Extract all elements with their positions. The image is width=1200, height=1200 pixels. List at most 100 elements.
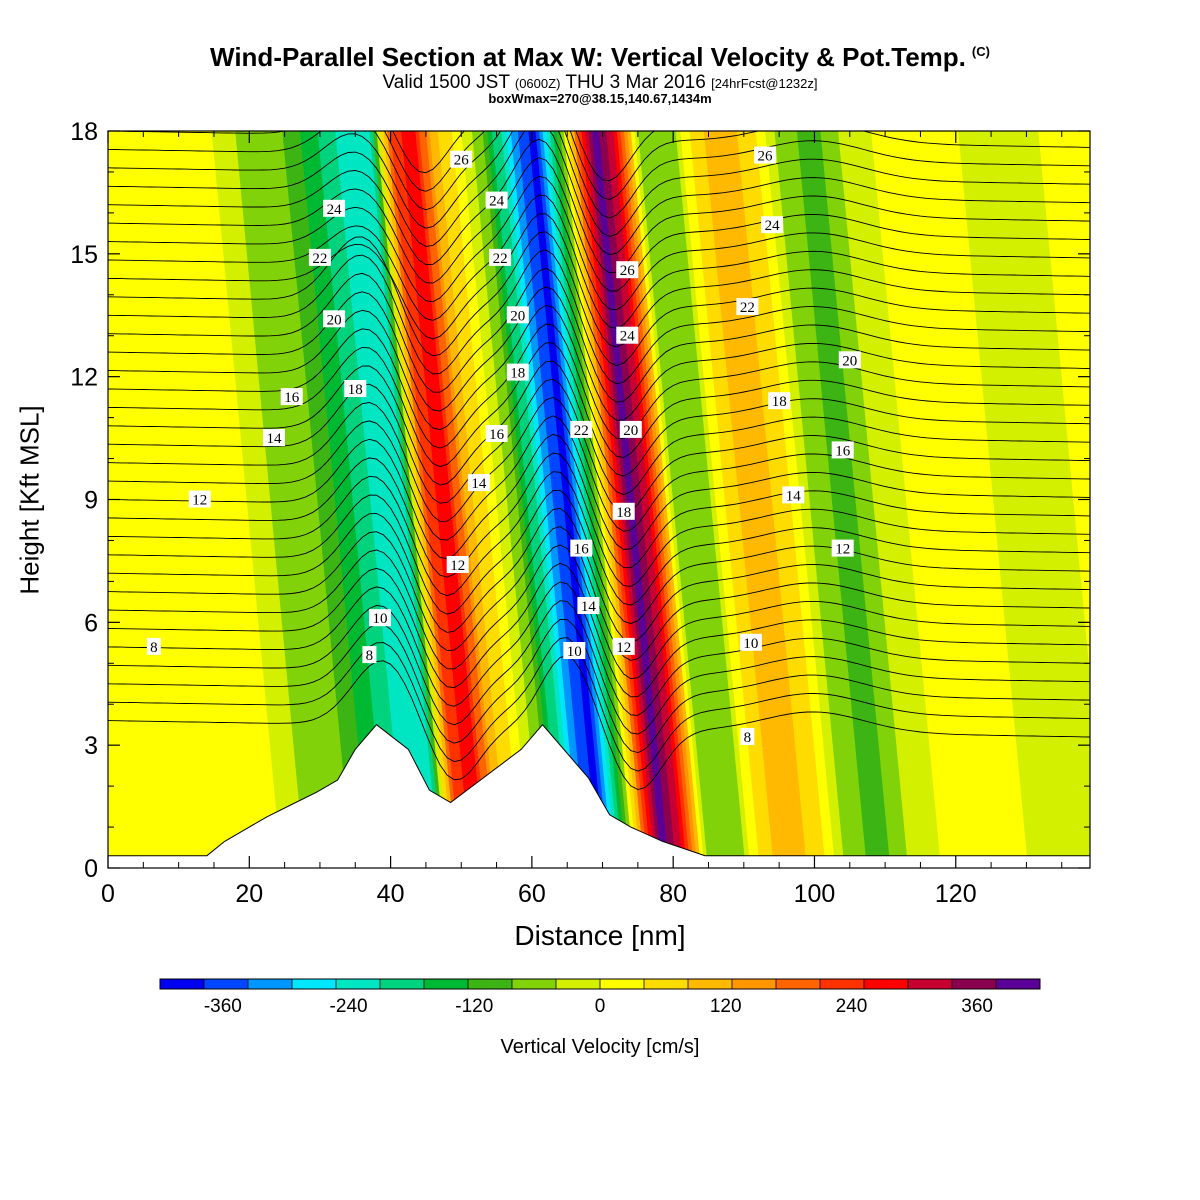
- theta-contour-line: [108, 452, 1090, 587]
- y-tick-label: 3: [84, 732, 98, 760]
- theta-label-box: [344, 380, 367, 397]
- theta-label-text: 16: [284, 390, 300, 406]
- theta-label-text: 12: [450, 558, 465, 574]
- colorbar-swatch: [248, 979, 293, 989]
- theta-contour-label: 26: [616, 261, 639, 279]
- theta-label-box: [754, 146, 776, 164]
- colorbar-swatch: [688, 979, 733, 989]
- theta-label-box: [612, 502, 635, 520]
- theta-contour-line: [108, 323, 1090, 458]
- theta-contour-label: 22: [570, 420, 593, 439]
- theta-label-text: 8: [744, 730, 752, 746]
- theta-contour-line: [108, 131, 1090, 200]
- y-tick-label: 12: [70, 364, 98, 392]
- colorbar-tick-label: 240: [836, 996, 868, 1017]
- colorbar-swatch: [996, 979, 1041, 989]
- theta-label-text: 18: [616, 505, 631, 521]
- theta-contour-line: [108, 131, 1090, 237]
- theta-label-text: 10: [373, 611, 388, 627]
- theta-label-box: [577, 597, 600, 614]
- forecast-info: [24hrFcst@1232z]: [711, 76, 818, 91]
- theta-contour-label: 10: [563, 642, 586, 660]
- theta-contour-line: [108, 194, 1090, 329]
- colorbar-tick-label: -360: [204, 996, 242, 1017]
- theta-contour-line: [108, 131, 1090, 219]
- colorbar-swatch: [380, 979, 425, 989]
- colorbar-frame: [159, 978, 1041, 990]
- theta-label-box: [362, 646, 377, 664]
- theta-contour-label: 16: [831, 441, 854, 459]
- x-tick-label: 60: [518, 880, 546, 908]
- x-tick-label: 20: [235, 880, 263, 908]
- theta-contour-line: [108, 360, 1090, 496]
- colorbar-swatch: [952, 979, 997, 989]
- colorbar-swatch: [512, 979, 557, 989]
- velocity-band: [1038, 131, 1090, 677]
- y-tick-label: 9: [84, 487, 98, 515]
- theta-contour-line: [108, 655, 1090, 790]
- theta-label-text: 16: [489, 427, 505, 443]
- theta-label-text: 22: [493, 251, 508, 267]
- theta-contour-label: 10: [739, 633, 762, 652]
- theta-label-box: [489, 248, 512, 266]
- x-tick-label: 80: [659, 880, 687, 908]
- theta-contour-label: 22: [736, 298, 759, 316]
- theta-label-text: 14: [581, 599, 597, 615]
- theta-contour-label: 20: [506, 306, 529, 324]
- chart-title-text: Wind-Parallel Section at Max W: Vertical…: [210, 42, 966, 72]
- theta-contour-label: 20: [619, 420, 642, 439]
- theta-label-text: 20: [623, 423, 638, 439]
- theta-label-box: [761, 216, 784, 234]
- colorbar-label: Vertical Velocity [cm/s]: [500, 1036, 700, 1058]
- theta-label-text: 10: [743, 636, 758, 652]
- theta-contour-line: [108, 471, 1090, 606]
- theta-label-box: [831, 539, 854, 557]
- theta-label-text: 20: [510, 308, 525, 324]
- box-info: boxWmax=270@38.15,140.67,1434m: [488, 91, 712, 106]
- theta-contour-line: [392, 131, 656, 182]
- theta-label-box: [768, 392, 791, 410]
- colorbar-tick-label: -240: [330, 996, 368, 1017]
- theta-label-box: [485, 425, 508, 442]
- colorbar-tick-label: -120: [455, 996, 493, 1017]
- theta-label-text: 22: [740, 300, 755, 316]
- theta-label-text: 18: [772, 394, 787, 410]
- colorbar-swatch: [908, 979, 953, 989]
- theta-contour-label: 8: [740, 728, 755, 746]
- x-tick-label: 120: [935, 880, 977, 908]
- theta-label-text: 12: [192, 493, 207, 509]
- theta-contour-label: 14: [263, 429, 285, 447]
- theta-contour-label: 18: [612, 502, 635, 521]
- theta-contour-line: [108, 397, 1090, 532]
- theta-label-box: [838, 351, 861, 369]
- theta-label-text: 24: [327, 202, 343, 218]
- theta-contour-label: 24: [761, 216, 784, 234]
- theta-contour-label: 14: [467, 474, 490, 492]
- theta-contour-label: 16: [485, 425, 508, 443]
- valid-time: Valid 1500 JST: [382, 72, 510, 93]
- y-axis-label: Height [Kft MSL]: [14, 405, 45, 595]
- theta-label-box: [188, 490, 211, 508]
- theta-contour-label: 18: [768, 392, 791, 410]
- theta-contour-label: 20: [838, 351, 861, 369]
- theta-contour-line: [108, 600, 1090, 735]
- theta-label-box: [369, 609, 391, 627]
- theta-label-box: [146, 637, 161, 655]
- theta-contour-line: [108, 619, 1090, 754]
- theta-contour-line: [108, 637, 1090, 772]
- colorbar-swatch: [424, 979, 469, 989]
- theta-contour-label: 20: [323, 310, 346, 328]
- colorbar-swatch: [556, 979, 601, 989]
- theta-contour-label: 12: [831, 539, 854, 558]
- theta-contour-label: 8: [146, 637, 161, 656]
- theta-contour-line: [108, 286, 1090, 421]
- theta-contour-line: [108, 175, 1090, 311]
- theta-label-box: [308, 248, 331, 266]
- theta-label-text: 24: [489, 194, 505, 210]
- theta-contour-label: 24: [485, 191, 508, 210]
- colorbar-swatch: [160, 979, 205, 989]
- valid-utc: (0600Z): [514, 76, 561, 91]
- theta-label-box: [323, 310, 346, 328]
- theta-contour-line: [108, 415, 1090, 550]
